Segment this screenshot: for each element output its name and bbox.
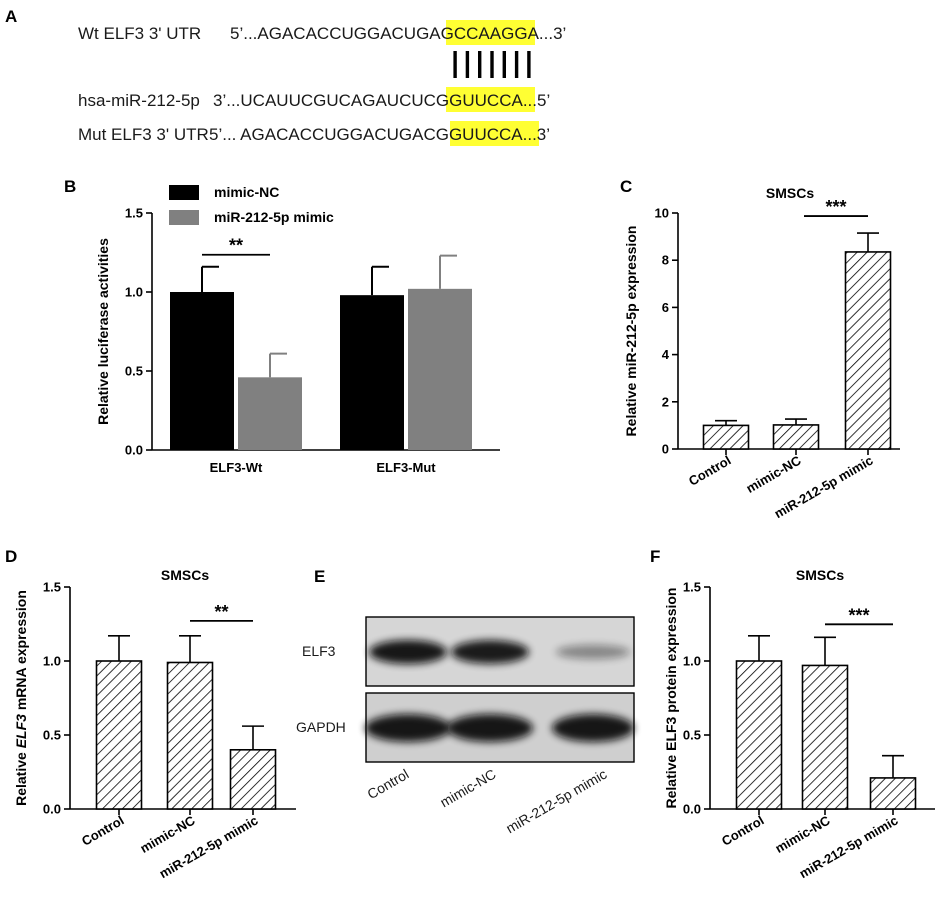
bar-mir-212-5p-mimic (869, 777, 917, 810)
bar-elf3-wt-mir-212-5p-mimic (238, 377, 302, 450)
y-tick-label: 4 (662, 347, 670, 362)
y-tick-label: 0.0 (683, 802, 701, 817)
y-tick-label: 0.5 (683, 728, 701, 743)
pairing-line (527, 51, 531, 78)
pairing-line (465, 51, 470, 78)
y-axis-title-gene: ELF3 (13, 714, 29, 748)
y-tick-label: 1.0 (43, 654, 61, 669)
legend-swatch (169, 210, 199, 225)
blot-lane-label: mimic-NC (437, 766, 498, 811)
bar-mir-212-5p-mimic (844, 251, 892, 450)
y-tick-label: 10 (655, 206, 669, 221)
y-tick-label: 1.0 (683, 654, 701, 669)
bar-mimic-nc (772, 424, 820, 450)
panel-label-c: C (620, 177, 632, 196)
y-tick-label: 0.0 (43, 802, 61, 817)
y-axis-title-part: Relative (13, 748, 29, 806)
y-tick-label: 0 (662, 442, 669, 457)
pairing-line (514, 51, 519, 78)
y-tick-label: 0.5 (125, 364, 143, 379)
legend-label: mimic-NC (214, 184, 279, 200)
panel-label-e: E (314, 567, 325, 586)
blot-bands (365, 640, 634, 742)
significance-label: ** (214, 602, 228, 622)
sequence-alignment: Wt ELF3 3' UTR 5’...AGACACCUGGACUGAGCCAA… (78, 20, 566, 146)
chart-title: SMSCs (796, 567, 844, 583)
x-tick-label: Control (79, 813, 127, 849)
y-axis-title: Relative ELF3 protein expression (663, 588, 679, 809)
y-tick-label: 0.0 (125, 443, 143, 458)
bar-control (702, 424, 750, 450)
bar-elf3-mut-mimic-nc (340, 295, 404, 450)
panel-label-f: F (650, 547, 660, 566)
panel-label-a: A (5, 7, 17, 26)
chart-title: SMSCs (766, 185, 814, 201)
band-gapdh-mir-212-5p-mimic (552, 714, 634, 742)
base-pairing-lines (453, 51, 531, 78)
x-tick-label: mimic-NC (772, 812, 833, 856)
y-tick-label: 0.5 (43, 728, 61, 743)
bar-mimic-nc (166, 661, 214, 810)
mir-seed-highlight (446, 87, 535, 112)
y-axis-title-part: mRNA expression (13, 590, 29, 714)
panel-label-d: D (5, 547, 17, 566)
pairing-line (502, 51, 506, 78)
blot-label-gapdh: GAPDH (296, 719, 346, 735)
y-axis-title: Relative luciferase activities (95, 238, 111, 425)
chart-title: SMSCs (161, 567, 209, 583)
bar-control (95, 660, 143, 810)
y-axis-title: Relative ELF3 mRNA expression (13, 590, 29, 806)
mut-utr-label: Mut ELF3 3' UTR (78, 125, 209, 144)
blot-lane-labels: Control mimic-NC miR-212-5p mimic (364, 766, 609, 837)
x-tick-label: ELF3-Mut (376, 460, 436, 475)
y-axis-title: Relative miR-212-5p expression (623, 226, 639, 437)
chart-c-mirna-expression: 0 2 4 6 8 10 Relative miR-212-5p expression SMS… (623, 185, 900, 521)
x-tick-label: ELF3-Wt (210, 460, 263, 475)
bar-control (735, 660, 783, 810)
y-tick-label: 8 (662, 253, 669, 268)
wt-seed-highlight (446, 20, 535, 45)
bar-mir-212-5p-mimic (229, 748, 277, 810)
legend-label: miR-212-5p mimic (214, 209, 334, 225)
y-tick-label: 1.5 (43, 580, 61, 595)
x-tick-label: Control (719, 813, 767, 849)
wt-utr-sequence: 5’...AGACACCUGGACUGAGCCAAGGA...3’ (230, 24, 566, 43)
blot-label-elf3: ELF3 (302, 643, 336, 659)
band-elf3-mimic-nc (451, 640, 529, 664)
mut-utr-sequence: 5’... AGACACCUGGACUGACGGUUCCA...3’ (209, 125, 550, 144)
chart-d-elf3-mrna: 0.0 0.5 1.0 1.5 Relative ELF3 mRNA expressio… (13, 567, 296, 881)
y-tick-label: 1.5 (125, 206, 143, 221)
significance-label: *** (848, 605, 869, 625)
pairing-line (453, 51, 457, 78)
mut-seed-highlight (450, 121, 539, 146)
panel-label-b: B (64, 177, 76, 196)
band-elf3-mir-212-5p-mimic (556, 644, 630, 660)
y-tick-label: 1.0 (125, 285, 143, 300)
band-elf3-control (369, 640, 447, 664)
wt-utr-label: Wt ELF3 3' UTR (78, 24, 201, 43)
x-tick-label: Control (686, 453, 734, 489)
mirna-sequence: 3’...UCAUUCGUCAGAUCUCGGUUCCA...5’ (213, 91, 550, 110)
y-tick-label: 1.5 (683, 580, 701, 595)
blot-lane-label: miR-212-5p mimic (503, 766, 609, 837)
blot-lane-label: Control (364, 766, 411, 802)
y-tick-label: 6 (662, 300, 669, 315)
significance-label: ** (229, 236, 243, 256)
chart-b-luciferase: 0.0 0.5 1.0 1.5 Relative luciferase activiti… (95, 184, 500, 475)
significance-label: *** (825, 197, 846, 217)
bar-elf3-wt-mimic-nc (170, 292, 234, 450)
band-gapdh-control (365, 714, 451, 742)
y-tick-label: 2 (662, 394, 669, 409)
western-blot: ELF3 GAPDH Control mimic-NC miR-212-5p mim… (296, 616, 635, 837)
band-gapdh-mimic-nc (447, 714, 533, 742)
legend-swatch (169, 185, 199, 200)
x-tick-label: mimic-NC (743, 452, 804, 496)
bar-elf3-mut-mir-212-5p-mimic (408, 288, 472, 450)
pairing-line (478, 51, 482, 78)
chart-f-elf3-protein: 0.0 0.5 1.0 1.5 Relative ELF3 protein expres… (663, 567, 935, 881)
mirna-label: hsa-miR-212-5p (78, 91, 200, 110)
bar-mimic-nc (801, 664, 849, 810)
pairing-line (490, 51, 494, 78)
